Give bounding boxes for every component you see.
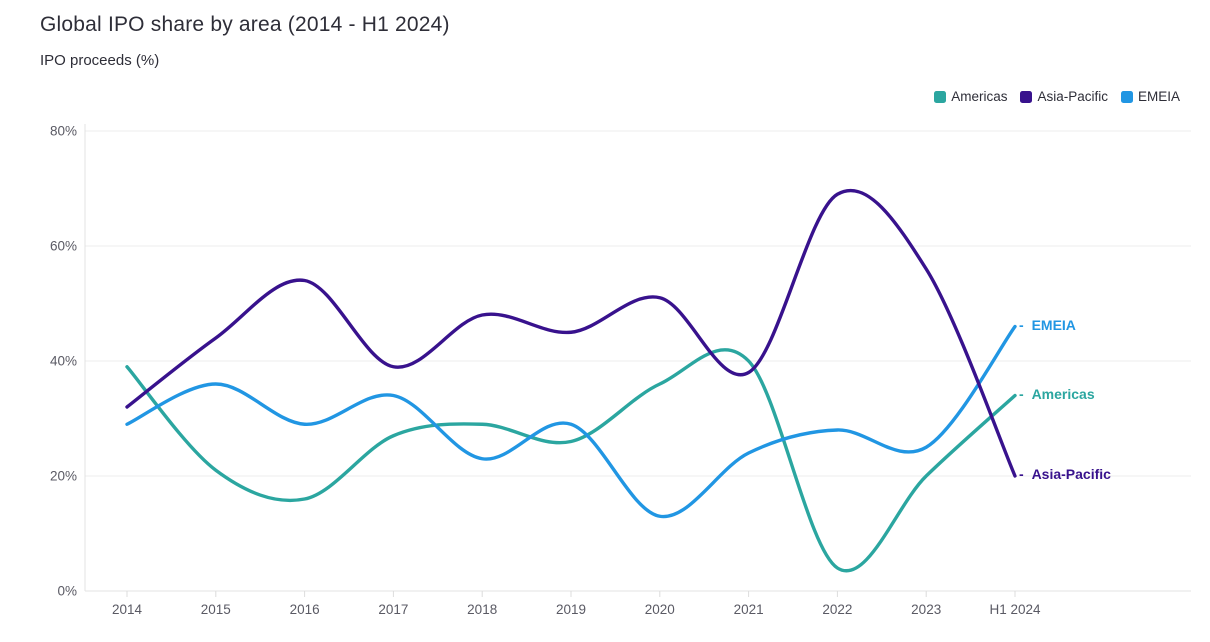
x-tick-label: 2016 (290, 602, 320, 617)
x-tick-label: 2018 (467, 602, 497, 617)
end-label-text: EMEIA (1031, 316, 1076, 333)
series-end-label-americas: - Americas (1019, 386, 1095, 402)
x-tick-label: 2023 (911, 602, 941, 617)
legend-label-asia-pacific: Asia-Pacific (1037, 89, 1108, 104)
line-emeia (125, 324, 1017, 518)
legend-item-asia-pacific[interactable]: Asia-Pacific (1020, 89, 1108, 104)
x-tick-label: 2014 (112, 602, 143, 617)
y-tick-label: 40% (50, 354, 77, 369)
legend: Americas Asia-Pacific EMEIA (934, 89, 1180, 104)
y-tick-label: 20% (50, 469, 77, 484)
y-tick-label: 60% (50, 239, 77, 254)
x-tick-label: H1 2024 (989, 602, 1041, 617)
line-asia-pacific (125, 188, 1017, 478)
end-label-text: Asia-Pacific (1031, 466, 1111, 482)
legend-label-americas: Americas (951, 89, 1008, 104)
legend-swatch-americas (934, 90, 947, 103)
legend-item-emeia[interactable]: EMEIA (1120, 89, 1180, 104)
x-tick-label: 2020 (645, 602, 675, 617)
legend-swatch-asia-pacific (1020, 90, 1033, 103)
line-americas (125, 348, 1017, 573)
chart-title: Global IPO share by area (2014 - H1 2024… (40, 13, 450, 36)
end-label-dash: - (1019, 385, 1028, 402)
chart-subtitle: IPO proceeds (%) (40, 52, 160, 69)
x-tick-label: 2022 (822, 602, 852, 617)
end-label-dash: - (1019, 316, 1028, 333)
legend-item-americas[interactable]: Americas (934, 89, 1007, 104)
end-label-dash: - (1019, 466, 1028, 482)
x-tick-label: 2015 (201, 602, 231, 617)
series-end-label-asia-pacific: - Asia-Pacific (1019, 466, 1111, 482)
x-tick-label: 2017 (378, 602, 408, 617)
legend-label-emeia: EMEIA (1137, 89, 1180, 104)
x-tick-label: 2021 (734, 602, 764, 617)
end-label-text: Americas (1031, 385, 1095, 402)
series-end-label-emeia: - EMEIA (1019, 317, 1076, 333)
x-tick-label: 2019 (556, 602, 586, 617)
y-tick-label: 0% (57, 584, 77, 599)
y-tick-label: 80% (50, 124, 77, 139)
legend-swatch-emeia (1120, 90, 1133, 103)
